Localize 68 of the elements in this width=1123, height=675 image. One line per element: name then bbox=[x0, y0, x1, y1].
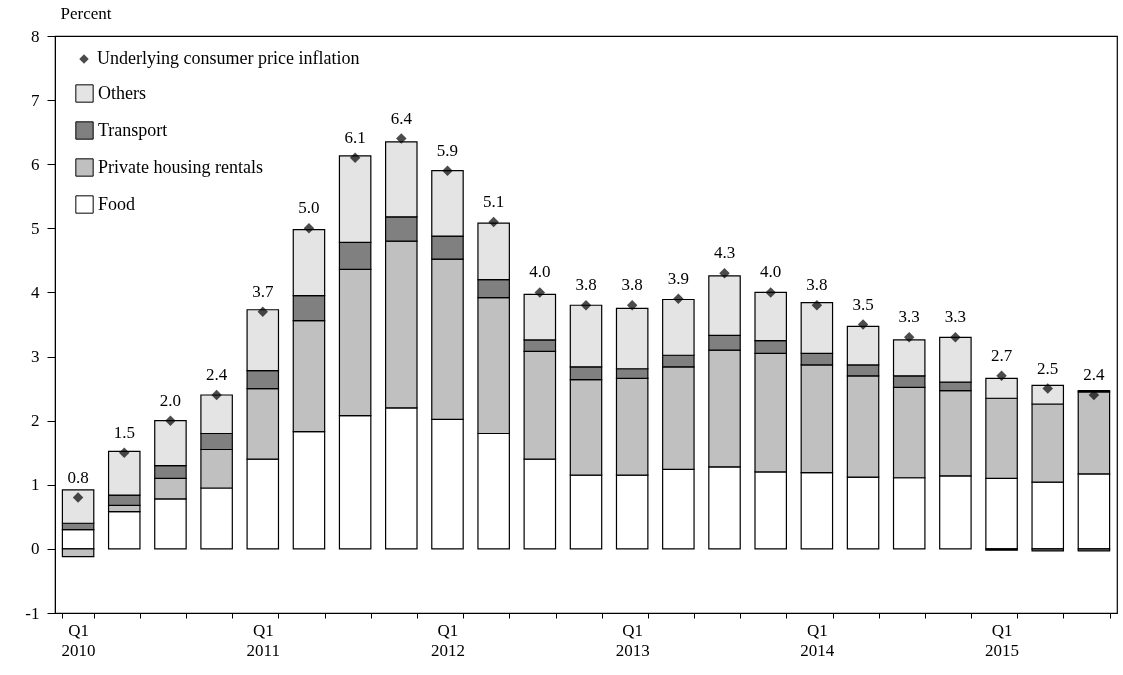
legend-label: Others bbox=[98, 82, 146, 103]
y-tick-label: 4 bbox=[31, 282, 40, 302]
data-label: 3.8 bbox=[621, 275, 643, 295]
data-label: 5.0 bbox=[298, 198, 320, 218]
y-tick-label: 1 bbox=[31, 475, 40, 495]
data-label: 3.9 bbox=[667, 268, 689, 288]
data-label: 1.5 bbox=[113, 422, 135, 442]
y-tick-label: 7 bbox=[31, 90, 40, 110]
point bbox=[719, 267, 730, 279]
x-tick-label: Q1 2010 bbox=[61, 620, 96, 660]
data-label: 2.4 bbox=[205, 365, 228, 385]
data-label: 2.4 bbox=[1083, 365, 1106, 385]
legend-label: Underlying consumer price inflation bbox=[97, 48, 360, 68]
x-tick-label: Q1 2013 bbox=[615, 620, 650, 660]
point bbox=[626, 300, 638, 311]
point bbox=[488, 216, 499, 228]
y-tick-label: 0 bbox=[31, 539, 40, 559]
data-label: 2.0 bbox=[159, 390, 182, 410]
data-label: 2.5 bbox=[1037, 358, 1059, 378]
data-label: 6.4 bbox=[390, 108, 413, 128]
point bbox=[442, 165, 453, 176]
point bbox=[996, 370, 1007, 382]
data-label: 3.5 bbox=[852, 294, 874, 314]
x-tick-label: Q1 2012 bbox=[430, 620, 465, 660]
legend-label: Private housing rentals bbox=[98, 156, 263, 177]
data-label: 3.8 bbox=[575, 275, 597, 295]
point bbox=[903, 332, 915, 343]
data-label: 2.7 bbox=[990, 345, 1013, 365]
data-label: 3.3 bbox=[898, 307, 920, 327]
x-tick-label: Q1 2015 bbox=[985, 620, 1020, 660]
point bbox=[165, 415, 176, 426]
data-label: 3.8 bbox=[806, 275, 828, 295]
data-label: 4.0 bbox=[760, 262, 782, 282]
y-tick-label: 8 bbox=[31, 26, 40, 46]
y-axis-title: Percent bbox=[60, 3, 112, 23]
x-tick-label: Q1 2014 bbox=[800, 620, 835, 660]
x-tick-label: Q1 2011 bbox=[246, 620, 280, 660]
y-tick-label: 2 bbox=[31, 411, 40, 431]
data-label: 4.0 bbox=[529, 262, 551, 282]
legend-label: Transport bbox=[98, 119, 168, 140]
y-tick-label: 3 bbox=[31, 347, 40, 367]
y-tick-label: -1 bbox=[25, 603, 40, 623]
point bbox=[811, 300, 823, 311]
point bbox=[349, 152, 361, 164]
point bbox=[1042, 383, 1053, 394]
data-label: 3.3 bbox=[944, 307, 967, 327]
data-label: 3.7 bbox=[252, 281, 274, 301]
point bbox=[765, 287, 776, 298]
point bbox=[303, 223, 315, 234]
point bbox=[211, 389, 222, 401]
point bbox=[673, 293, 684, 305]
point bbox=[580, 300, 592, 311]
point bbox=[534, 287, 546, 298]
data-label: 0.8 bbox=[67, 467, 89, 487]
y-tick-label: 6 bbox=[31, 154, 40, 174]
point bbox=[119, 447, 130, 458]
point bbox=[1088, 389, 1100, 401]
point bbox=[72, 492, 84, 503]
point bbox=[396, 133, 407, 144]
legend-label: Food bbox=[98, 193, 136, 214]
data-label: 5.9 bbox=[436, 140, 459, 160]
point bbox=[857, 319, 869, 330]
data-label: 5.1 bbox=[483, 191, 505, 211]
data-label: 6.1 bbox=[344, 127, 366, 147]
y-tick-label: 5 bbox=[31, 218, 40, 238]
data-label: 4.3 bbox=[713, 243, 736, 263]
point bbox=[257, 306, 269, 317]
point bbox=[950, 332, 961, 343]
